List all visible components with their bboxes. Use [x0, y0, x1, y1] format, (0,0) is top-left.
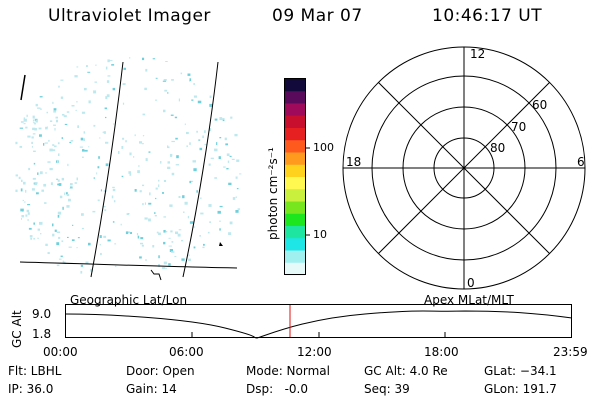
polar-mlt-plot	[342, 46, 586, 290]
colorbar-band	[285, 238, 305, 251]
geographic-image-panel	[15, 57, 242, 281]
filter-readout: Flt: LBHL	[8, 364, 62, 378]
colorbar-tick-10: 10	[313, 228, 327, 241]
apex-caption: Apex MLat/MLT	[424, 293, 514, 307]
colorbar-band	[285, 262, 305, 276]
lat-label-80: 80	[490, 141, 506, 155]
mlt-label-12: 12	[470, 47, 486, 61]
colorbar-band	[285, 189, 305, 202]
lat-label-70: 70	[511, 120, 527, 134]
small-arrow-mark	[219, 242, 223, 246]
dsp-readout: Dsp: -0.0	[246, 382, 309, 396]
colorbar-unit-label: photon cm⁻²s⁻¹	[266, 147, 280, 240]
timeline-tick-1800: 18:00	[424, 345, 459, 359]
colorbar-band	[285, 152, 305, 166]
gc-alt-readout: GC Alt: 4.0 Re	[364, 364, 448, 378]
door-readout: Door: Open	[126, 364, 195, 378]
timeline-tick-1200: 12:00	[297, 345, 332, 359]
gain-readout: Gain: 14	[126, 382, 177, 396]
uv-intensity-speckles	[15, 57, 242, 274]
colorbar-band	[285, 164, 305, 178]
colorbar-band	[285, 91, 305, 104]
mlt-label-18: 18	[346, 155, 362, 169]
colorbar-band	[285, 115, 305, 129]
lat-label-60: 60	[532, 98, 548, 112]
intensity-colorbar	[284, 78, 310, 276]
altitude-curve	[64, 310, 573, 339]
longitude-line-1	[90, 61, 124, 278]
mlt-diagonal-2	[378, 82, 550, 254]
colorbar-band	[285, 103, 305, 117]
time-label: 10:46:17 UT	[432, 6, 543, 26]
longitude-line-2	[182, 61, 219, 278]
seq-readout: Seq: 39	[364, 382, 410, 396]
limb-tick	[20, 74, 26, 101]
mlt-label-0: 0	[467, 276, 475, 290]
mode-readout: Mode: Normal	[246, 364, 330, 378]
timeline-y-tick-1-8: 1.8	[32, 327, 52, 341]
colorbar-band	[285, 213, 305, 227]
colorbar-band	[285, 177, 305, 190]
colorbar-band	[285, 128, 305, 141]
colorbar-band	[285, 201, 305, 215]
timeline-tick-0000: 00:00	[43, 345, 78, 359]
colorbar-band	[285, 140, 305, 153]
geographic-caption: Geographic Lat/Lon	[70, 293, 188, 307]
instrument-title: Ultraviolet Imager	[48, 6, 211, 26]
glat-readout: GLat: −34.1	[484, 364, 557, 378]
altitude-timeline	[64, 304, 573, 339]
timeline-tick-2359: 23:59	[553, 345, 588, 359]
timeline-tick-0600: 06:00	[169, 345, 204, 359]
timeline-y-axis-label: GC Alt	[10, 310, 24, 348]
colorbar-band	[285, 226, 305, 239]
latitude-line	[19, 261, 238, 269]
mlt-label-6: 6	[577, 155, 585, 169]
glon-readout: GLon: 191.7	[484, 382, 557, 396]
colorbar-band	[285, 79, 305, 92]
colorbar-tick-100: 100	[313, 141, 334, 154]
coast-mark	[150, 269, 162, 281]
timeline-y-tick-9: 9.0	[32, 307, 52, 321]
ip-readout: IP: 36.0	[8, 382, 54, 396]
colorbar-band	[285, 250, 305, 264]
date-label: 09 Mar 07	[272, 6, 363, 26]
